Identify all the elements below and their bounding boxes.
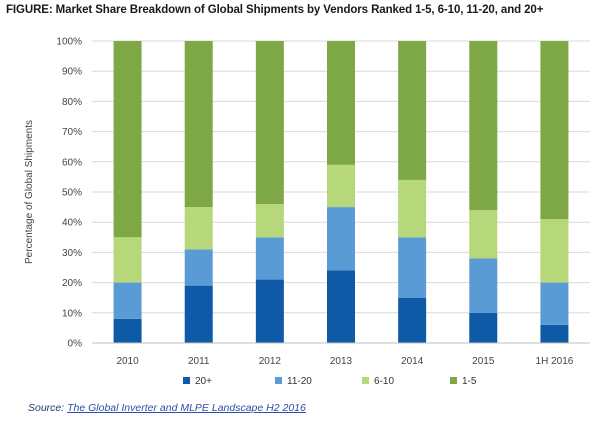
bar-segment xyxy=(184,207,213,250)
x-tick-label: 2010 xyxy=(116,356,139,367)
y-axis-ticks: 0% 10% 20% 30% 40% 50% 60% 70% 80% 90% 100% xyxy=(56,37,82,350)
bar-segment xyxy=(184,41,213,208)
legend-swatch xyxy=(450,377,457,384)
y-axis-title: Percentage of Global Shipments xyxy=(24,120,35,264)
bars xyxy=(113,41,569,343)
y-tick-label: 0% xyxy=(68,339,83,350)
bar-segment xyxy=(540,41,569,220)
bar-segment xyxy=(255,204,284,238)
bar-segment xyxy=(327,270,355,343)
legend-swatch xyxy=(183,377,190,384)
figure-title: FIGURE: Market Share Breakdown of Global… xyxy=(6,4,544,16)
legend-swatch xyxy=(275,377,282,384)
source-prefix: Source: xyxy=(28,402,68,414)
legend-label: 11-20 xyxy=(287,376,312,387)
bar-segment xyxy=(113,282,142,319)
bar-segment xyxy=(255,237,284,280)
source-link[interactable]: The Global Inverter and MLPE Landscape H… xyxy=(67,402,306,414)
y-tick-label: 60% xyxy=(62,157,82,168)
y-tick-label: 80% xyxy=(62,97,82,108)
bar-segment xyxy=(327,164,355,208)
y-tick-label: 90% xyxy=(62,67,82,78)
bar-segment xyxy=(255,41,284,205)
bar-segment xyxy=(398,237,427,298)
bar-segment xyxy=(327,207,355,271)
bar-segment xyxy=(327,41,355,165)
bar-segment xyxy=(113,237,142,283)
bar-segment xyxy=(540,324,569,343)
legend: 20+ 11-20 6-10 1-5 xyxy=(183,376,477,387)
bar-segment xyxy=(184,285,213,343)
legend-label: 1-5 xyxy=(462,376,477,387)
bar-segment xyxy=(469,312,498,343)
y-tick-label: 40% xyxy=(62,218,82,229)
x-axis-ticks: 2010 2011 2012 2013 2014 2015 1H 2016 xyxy=(116,356,573,367)
bar-segment xyxy=(398,41,427,180)
bar-segment xyxy=(469,258,498,313)
bar-segment xyxy=(540,219,569,283)
x-tick-label: 2012 xyxy=(259,356,282,367)
bar-segment xyxy=(469,210,498,259)
y-tick-label: 50% xyxy=(62,188,82,199)
x-tick-label: 1H 2016 xyxy=(536,356,574,367)
bar-segment xyxy=(255,279,284,343)
x-tick-label: 2014 xyxy=(401,356,424,367)
y-tick-label: 20% xyxy=(62,278,82,289)
bar-segment xyxy=(398,179,427,238)
y-tick-label: 30% xyxy=(62,248,82,259)
x-tick-label: 2015 xyxy=(472,356,495,367)
legend-label: 6-10 xyxy=(374,376,394,387)
y-tick-label: 100% xyxy=(56,37,82,48)
legend-label: 20+ xyxy=(195,376,212,387)
bar-segment xyxy=(113,41,142,238)
y-tick-label: 10% xyxy=(62,308,82,319)
bar-segment xyxy=(113,318,142,343)
legend-swatch xyxy=(362,377,369,384)
bar-segment xyxy=(184,249,213,286)
bar-segment xyxy=(469,41,498,211)
bar-segment xyxy=(540,282,569,325)
x-tick-label: 2013 xyxy=(330,356,353,367)
bar-segment xyxy=(398,297,427,343)
source-line: Source: The Global Inverter and MLPE Lan… xyxy=(28,402,306,414)
y-tick-label: 70% xyxy=(62,127,82,138)
x-tick-label: 2011 xyxy=(188,356,210,367)
